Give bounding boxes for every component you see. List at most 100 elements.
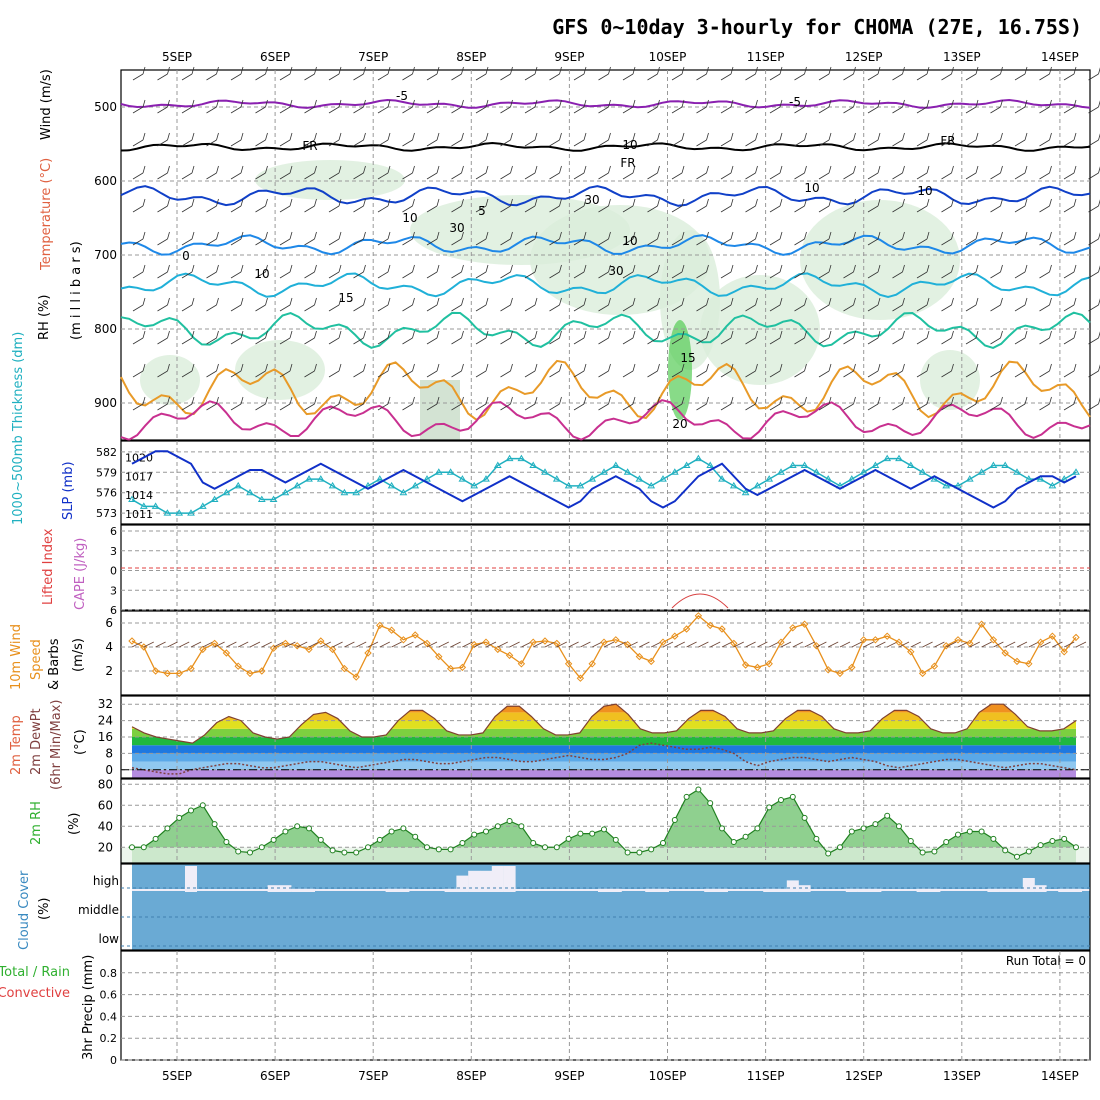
precip-frame bbox=[120, 950, 1091, 1061]
cloud-high-bar bbox=[279, 885, 292, 892]
wind-speed-point bbox=[199, 645, 207, 654]
cloud-high-bar bbox=[1034, 885, 1047, 892]
wind-barb bbox=[769, 198, 783, 213]
wind-barb bbox=[255, 264, 268, 279]
wind-barb bbox=[647, 330, 660, 345]
isotherm-line bbox=[120, 311, 1091, 349]
rh-point bbox=[624, 849, 631, 856]
wind-barb bbox=[794, 264, 807, 279]
cloud-high-bar bbox=[503, 866, 516, 892]
wind-barb bbox=[500, 396, 513, 411]
wind-barb-10m bbox=[474, 641, 485, 648]
rh-point bbox=[660, 840, 666, 847]
wind-barb bbox=[402, 330, 415, 345]
wind-barb-10m bbox=[249, 641, 261, 648]
thickness-point bbox=[611, 461, 620, 468]
wind-barb bbox=[353, 264, 366, 279]
rh-point bbox=[766, 804, 773, 811]
temp-band bbox=[132, 737, 1076, 746]
wind-speed-point bbox=[305, 645, 313, 654]
rh-point bbox=[164, 825, 171, 832]
date-label-top: 7SEP bbox=[358, 50, 388, 64]
pressure-tick: 700 bbox=[94, 248, 117, 262]
contour-label: FR bbox=[620, 156, 635, 170]
wind-barb bbox=[794, 297, 807, 312]
wind-barb bbox=[818, 396, 832, 411]
wind-barb bbox=[965, 231, 979, 246]
wind-barb bbox=[549, 264, 562, 279]
rh-point bbox=[848, 828, 855, 835]
thickness-point bbox=[895, 454, 903, 462]
wind-barb bbox=[181, 363, 195, 378]
wind-barb bbox=[794, 363, 807, 378]
wind-speed-point bbox=[930, 662, 939, 670]
wind-barb bbox=[451, 363, 464, 378]
wind-barb bbox=[573, 297, 587, 312]
rh-point bbox=[683, 793, 690, 800]
rh-point bbox=[789, 793, 796, 800]
wind-barb bbox=[696, 198, 709, 213]
precip-tick: 0.6 bbox=[100, 989, 118, 1002]
wind-speed-point bbox=[458, 663, 467, 672]
wind-barb bbox=[696, 99, 709, 114]
temp-band bbox=[132, 761, 1076, 770]
wind-barb-10m bbox=[297, 641, 308, 648]
wind-barb bbox=[206, 396, 219, 411]
wind-barb bbox=[1039, 297, 1052, 312]
wind-barb bbox=[794, 99, 807, 114]
wind-barb-10m bbox=[356, 641, 367, 648]
contour-label: 10 bbox=[804, 181, 819, 195]
wind-barb bbox=[524, 165, 538, 180]
date-label-top: 9SEP bbox=[554, 50, 584, 64]
wind-barb bbox=[181, 66, 195, 81]
wind-barb bbox=[328, 132, 342, 147]
wind-barb-10m bbox=[403, 641, 414, 648]
thickness-point bbox=[718, 475, 726, 482]
wind-barb bbox=[353, 363, 366, 378]
wind-barb bbox=[157, 264, 170, 279]
wind-barb bbox=[157, 297, 170, 312]
wind-barb bbox=[206, 231, 219, 246]
thickness-point bbox=[564, 481, 573, 489]
wind-barb bbox=[1014, 198, 1028, 213]
wind-barb bbox=[573, 231, 587, 246]
wind-barb bbox=[1063, 198, 1077, 213]
wind-barb bbox=[1039, 198, 1052, 213]
contour-label: 30 bbox=[608, 264, 623, 278]
wind-barb bbox=[328, 165, 342, 180]
wind-barb bbox=[451, 198, 464, 213]
wind-barb bbox=[794, 66, 807, 81]
thickness-tick: 573 bbox=[96, 507, 117, 520]
wind-barb-10m bbox=[568, 641, 579, 648]
precip-tick: 0.8 bbox=[100, 967, 118, 980]
wind-tick: 4 bbox=[105, 640, 113, 654]
wind-barb bbox=[598, 198, 611, 213]
wind-barb bbox=[230, 165, 244, 180]
cape-bump bbox=[671, 593, 729, 609]
wind-speed-point bbox=[1060, 648, 1068, 656]
wind-barb bbox=[181, 165, 195, 180]
rh-point bbox=[459, 840, 466, 847]
wind-barb bbox=[598, 165, 611, 180]
rh-point bbox=[589, 830, 596, 837]
wind-barb bbox=[549, 363, 562, 378]
slp-tick: 1020 bbox=[125, 452, 153, 465]
wind-speed-point bbox=[423, 639, 431, 648]
wind-barb bbox=[696, 264, 709, 279]
thickness-point bbox=[482, 475, 490, 482]
top-date-axis: 5SEP 6SEP 7SEP 8SEP 9SEP 10SEP 11SEP 12SEP 13SEP… bbox=[162, 50, 1079, 64]
wind-barb-10m bbox=[686, 641, 697, 648]
wind-barb bbox=[328, 396, 342, 411]
wind-barb bbox=[426, 363, 440, 378]
isotherm-line bbox=[120, 234, 1091, 256]
wind-speed-point bbox=[446, 664, 455, 673]
wind-speed-point bbox=[682, 625, 691, 633]
rh-point bbox=[140, 844, 147, 851]
wind-barb bbox=[573, 99, 587, 114]
wind-barb bbox=[867, 99, 881, 114]
wind-barb bbox=[622, 396, 636, 411]
wind-barb bbox=[377, 132, 391, 147]
isotherm-line bbox=[120, 141, 1091, 152]
wind-barb bbox=[132, 363, 146, 378]
wind-barb bbox=[745, 396, 758, 411]
